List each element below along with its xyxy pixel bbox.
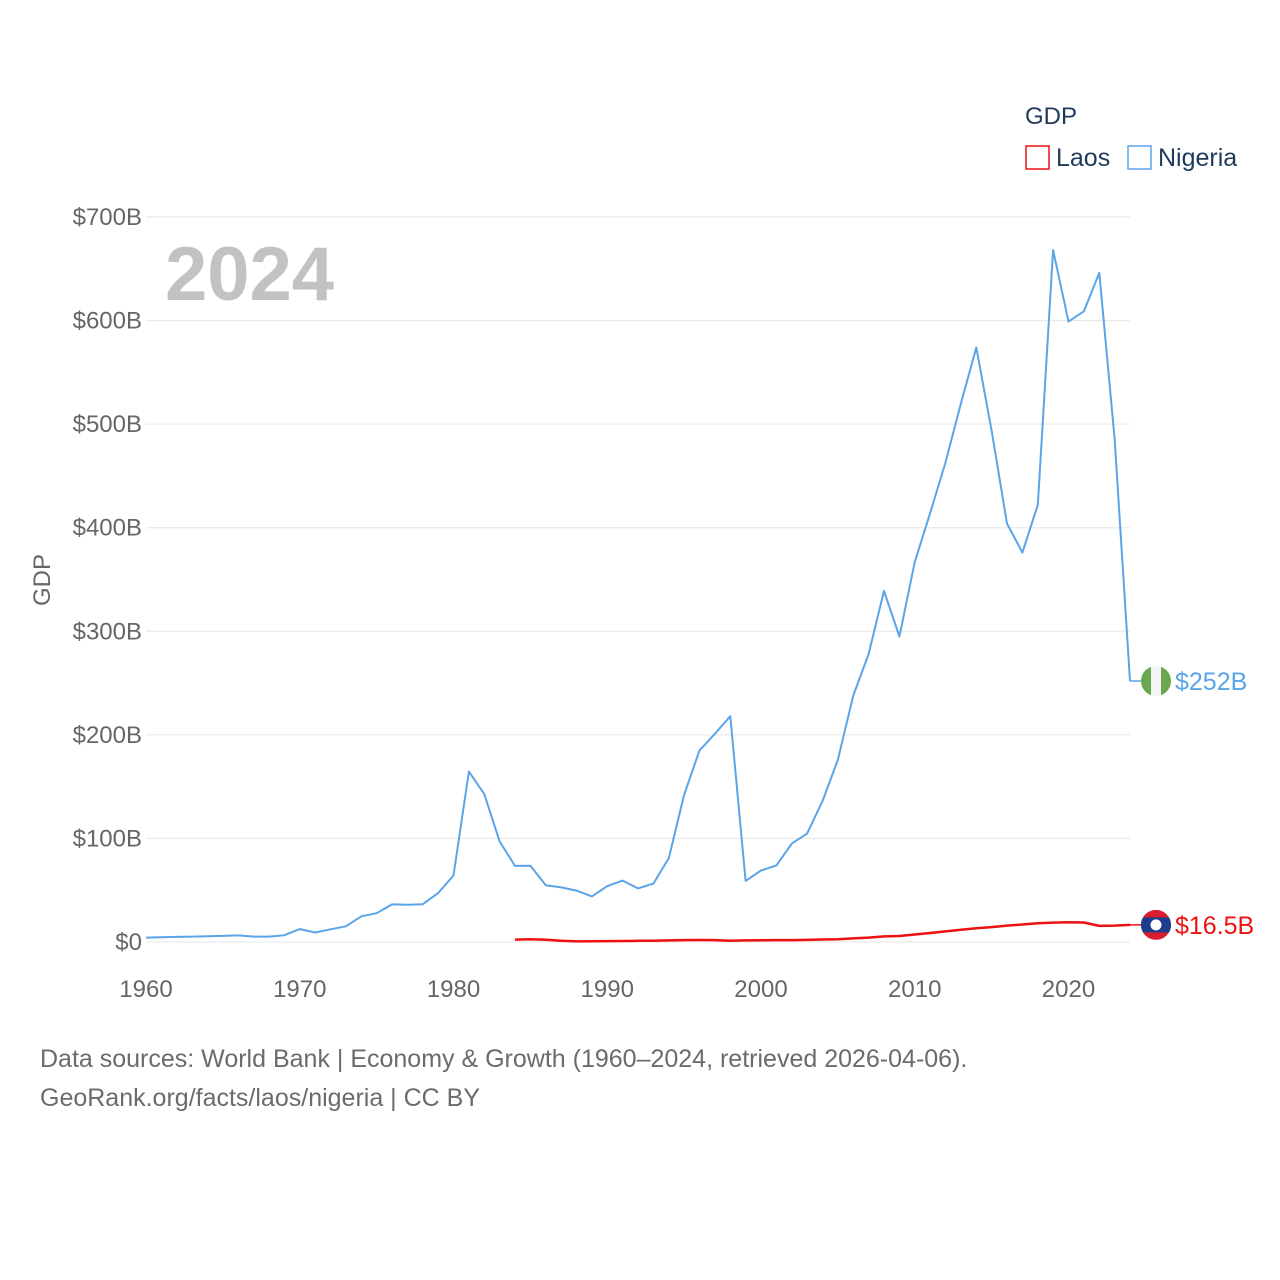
gdp-line-chart: $0 $100B $200B $300B $400B $500B $600B $700B 19… — [29, 103, 1254, 1003]
nigeria-flag-icon — [1141, 666, 1171, 696]
end-value-label-laos: $16.5B — [1175, 912, 1254, 940]
x-tick-label: 2020 — [1042, 976, 1095, 1003]
source-line-1: Data sources: World Bank | Economy & Gro… — [40, 1045, 968, 1073]
legend-swatch-laos — [1025, 145, 1050, 170]
y-tick-label: $300B — [73, 618, 142, 645]
y-tick-label: $0 — [115, 929, 142, 956]
y-axis-ticks: $0 $100B $200B $300B $400B $500B $600B $700B — [73, 204, 142, 956]
x-tick-label: 1970 — [273, 976, 326, 1003]
y-tick-label: $100B — [73, 825, 142, 852]
legend-label-laos: Laos — [1056, 144, 1110, 172]
end-value-label-nigeria: $252B — [1175, 668, 1247, 696]
legend-swatch-nigeria — [1127, 145, 1152, 170]
end-markers: $16.5B $252B — [1130, 666, 1254, 940]
series-line-nigeria[interactable] — [145, 249, 1131, 939]
source-note: Data sources: World Bank | Economy & Gro… — [40, 1040, 967, 1118]
y-tick-label: $500B — [73, 411, 142, 438]
x-tick-label: 1990 — [581, 976, 634, 1003]
x-tick-label: 1980 — [427, 976, 480, 1003]
legend-item-laos[interactable]: Laos — [1025, 144, 1110, 172]
laos-flag-icon — [1141, 909, 1171, 940]
source-line-2: GeoRank.org/facts/laos/nigeria | CC BY — [40, 1084, 481, 1112]
series-line-laos[interactable] — [514, 920, 1131, 943]
y-tick-label: $200B — [73, 722, 142, 749]
x-tick-label: 2010 — [888, 976, 941, 1003]
y-axis-title: GDP — [29, 554, 56, 606]
legend-label-nigeria: Nigeria — [1158, 144, 1237, 172]
y-tick-label: $700B — [73, 204, 142, 231]
x-axis-ticks: 1960 1970 1980 1990 2000 2010 2020 — [119, 976, 1095, 1003]
year-label: 2024 — [165, 232, 334, 317]
series-lines — [145, 249, 1131, 943]
legend-item-nigeria[interactable]: Nigeria — [1127, 144, 1237, 172]
x-tick-label: 2000 — [734, 976, 787, 1003]
legend: GDP Laos Nigeria — [1025, 103, 1237, 172]
y-tick-label: $600B — [73, 308, 142, 335]
grid-lines — [146, 216, 1130, 943]
y-tick-label: $400B — [73, 515, 142, 542]
legend-title: GDP — [1025, 103, 1077, 130]
x-tick-label: 1960 — [119, 976, 172, 1003]
